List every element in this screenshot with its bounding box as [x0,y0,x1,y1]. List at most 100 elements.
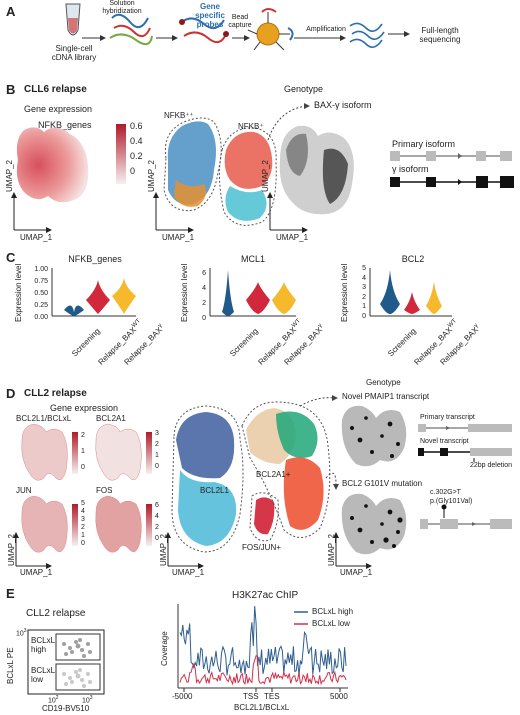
step6-label: Full-length [421,26,459,35]
cbar-tick: 0.2 [130,151,143,161]
tick: 0 [81,540,85,547]
tick: 2 [81,524,85,531]
violin-plots [51,268,452,317]
panel-b-label: B [6,82,16,97]
umap-b-nfkb [11,124,126,233]
probes-icon [179,17,229,44]
step5-label: Amplification [306,26,346,33]
primary-transcript-label: Primary transcript [420,414,475,421]
panel-a-label: A [6,4,16,19]
ytick: 10 [16,630,24,638]
tick: 0 [155,535,159,542]
chip-title: H3K27ac ChIP [232,590,299,601]
tick: 1 [155,452,159,459]
xtick1: 10 [48,697,56,705]
chip-ylabel: Coverage [160,631,169,666]
legend-low: BCLxL low [312,619,350,628]
gene-bcl2a1: BCL2A1 [96,414,126,423]
umap1-label: UMAP_1 [340,568,373,577]
tick: 3 [155,430,159,437]
tick: 4 [155,513,159,520]
step4b-label: capture [228,22,252,29]
bax-isoform-label: BAX-γ isoform [314,100,372,110]
umap1-label: UMAP_1 [172,568,205,577]
novel-transcript-label: Novel transcript [420,438,469,445]
panel-d-gene-expression: Gene expression [50,403,119,413]
low2: low [31,675,44,684]
umap-b-genotype [267,125,514,233]
umap-b-clusters [153,103,310,233]
flow-xlabel: CD19-BV510 [42,704,90,713]
tick: 3 [81,516,85,523]
fosjun-cluster: FOS/JUN+ [242,543,281,552]
tick: 1 [81,532,85,539]
panel-d-label: D [6,386,16,401]
violin-title-2: MCL1 [240,254,265,264]
umap1-label: UMAP_1 [276,233,309,242]
bead-icon [247,8,294,51]
xtick2: 10 [82,697,90,705]
tick: 2 [81,432,85,439]
tick: 0.50 [34,290,48,297]
high2: high [31,645,47,654]
step3c-label: probes [196,20,224,29]
tick: 1.00 [34,266,48,273]
chip-low-line [179,655,347,686]
mut1-label: c.302G>T [430,489,461,496]
step3-label: Gene [199,2,220,11]
bcl2l1-cluster: BCL2L1 [200,486,229,495]
genotype-d-label: Genotype [366,378,401,387]
tick: 2 [155,524,159,531]
step2-label: Solution [109,0,135,7]
step2b-label: hybridization [102,8,142,15]
tick: 0.75 [34,278,48,285]
amplified-icon [349,22,385,48]
chip-high-line [179,605,347,676]
tick: 4 [362,274,366,282]
chip-tick: TES [264,692,280,701]
tick: 0 [155,463,159,470]
violin-title-3: BCL2 [401,254,425,264]
tick: 4 [81,508,85,515]
tick: 1 [362,303,366,310]
strands-icon [109,13,153,46]
tick: 2 [155,441,159,448]
gene-jun: JUN [16,486,32,495]
tick: 0 [81,464,85,471]
tick: 6 [155,502,159,509]
cbar-tick: 0 [130,166,136,176]
umap1-label: UMAP_1 [162,233,195,242]
chip-tick: 5000 [330,692,348,701]
tick: 0 [202,315,206,322]
umap-d-genes [13,395,512,569]
tick: 5 [81,500,85,507]
gamma-isoform-label: γ isoform [392,164,429,174]
cbar-tick: 0.6 [130,121,143,131]
tick: 2 [202,300,206,307]
panel-b-nfkb-genes: NFKB_genes [38,120,92,130]
legend-high: BCLxL high [312,607,354,616]
primary-isoform-label: Primary isoform [392,139,456,149]
nfkb-pp-label: NFKB⁺⁺ [164,111,194,120]
step3b-label: specific [195,11,225,20]
gene-bcl2l1: BCL2L1/BCLxL [16,414,72,423]
chip-tick: -5000 [172,692,193,701]
violin-title-1: NFKB_genes [68,254,122,264]
panel-e-title: CLL2 relapse [26,608,86,619]
umap1-label: UMAP_1 [20,568,53,577]
primary-isoform-diagram [390,151,512,161]
bcl2-mutation-diagram [420,504,512,529]
bcl2a1-cluster: BCL2A1+ [256,470,291,479]
genotype-b-label: Genotype [284,84,324,94]
panel-e-label: E [6,586,15,601]
panel-a-workflow [65,3,410,51]
step6b-label: sequencing [419,35,461,44]
tick: 0.00 [34,314,48,321]
deletion-label: 22bp deletion [470,462,513,469]
gene-fos: FOS [96,486,113,495]
tick: 0 [362,312,366,320]
tick: 2 [362,293,366,301]
panel-b-title: CLL6 relapse [24,84,87,95]
high1: BCLxL [31,636,56,645]
